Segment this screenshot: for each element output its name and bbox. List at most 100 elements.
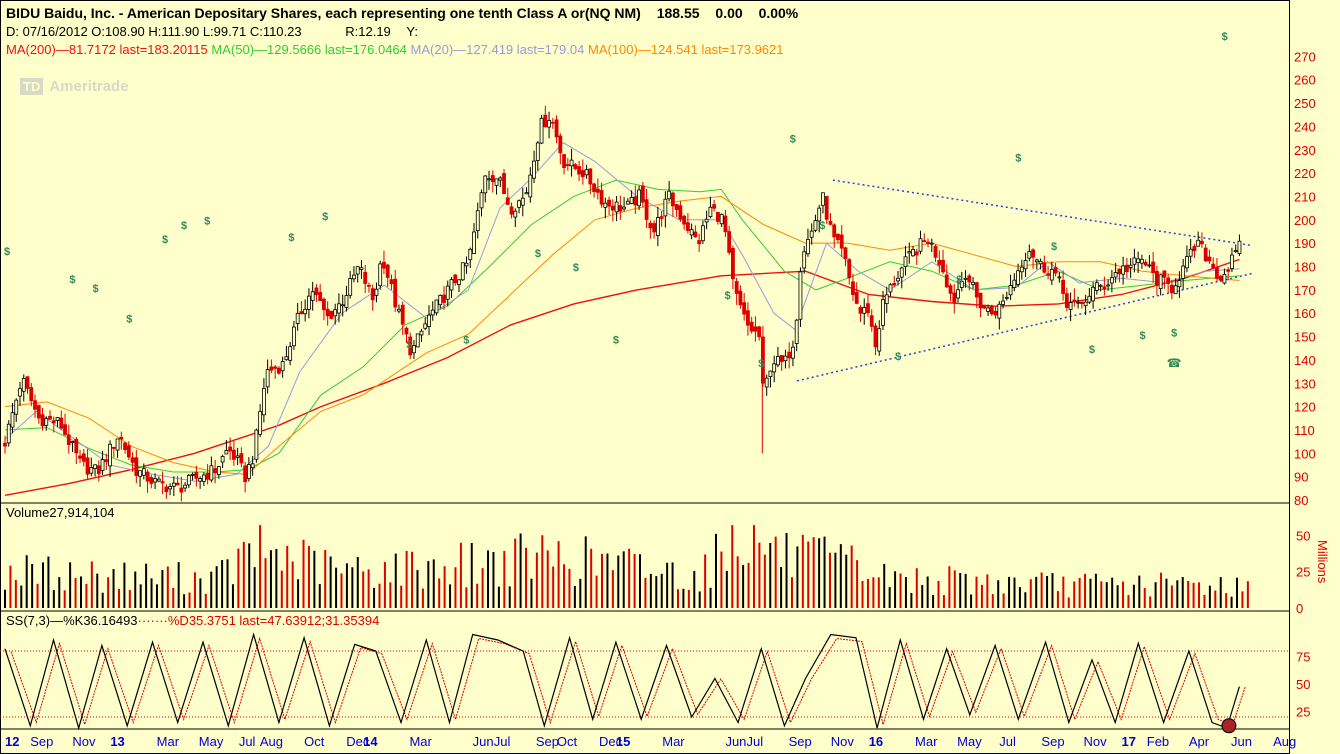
candle-body: [757, 326, 762, 338]
candle-body: [821, 192, 825, 206]
volume-tick-label: 25: [1296, 565, 1310, 580]
candle-body: [1230, 254, 1234, 269]
candle-body: [1031, 249, 1035, 258]
dividend-marker: $: [956, 274, 962, 286]
candle-body: [363, 271, 368, 284]
price-tick-label: 160: [1294, 306, 1316, 321]
candle-body: [44, 418, 49, 426]
candle-body: [479, 192, 484, 209]
candle-body: [1098, 284, 1103, 287]
trendline: [832, 179, 1253, 247]
candle-body: [153, 478, 157, 483]
candle-body: [1215, 267, 1219, 279]
price-tick-label: 200: [1294, 213, 1316, 228]
candle-body: [63, 424, 67, 435]
candle-body: [903, 256, 908, 268]
candle-body: [453, 274, 458, 284]
candle-body: [487, 178, 491, 181]
ma-legend: MA(200)—81.7172 last=183.20115 MA(50)—12…: [6, 42, 784, 57]
candle-body: [716, 211, 720, 222]
stochastic-tick-label: 75: [1296, 650, 1310, 665]
candle-body: [982, 305, 987, 309]
td-badge: TD: [20, 78, 44, 95]
candle-body: [899, 267, 904, 278]
candle-body: [494, 178, 499, 186]
candle-body: [723, 215, 728, 233]
dividend-marker: $: [322, 211, 328, 223]
candle-body: [509, 206, 514, 215]
trendline: [796, 272, 1253, 382]
price-tick-label: 190: [1294, 236, 1316, 251]
candle-body: [978, 292, 983, 309]
candle-body: [1076, 301, 1081, 304]
x-tick-label: Sep: [30, 734, 53, 749]
candle-body: [1173, 285, 1178, 295]
ma-line-ma100: [4, 195, 1240, 475]
candle-body: [599, 190, 604, 205]
candle-body: [971, 281, 975, 285]
ameritrade-logo: TD Ameritrade: [20, 78, 129, 95]
ohlc-line: D: 07/16/2012 O:108.90 H:111.90 L:99.71 …: [6, 24, 418, 39]
candle-body: [1102, 286, 1107, 290]
candle-body: [29, 387, 34, 402]
candle-body: [130, 457, 135, 463]
candle-body: [858, 306, 863, 314]
candle-body: [141, 468, 146, 476]
candle-body: [663, 198, 668, 217]
x-tick-label: May: [957, 734, 982, 749]
candle-body: [1117, 268, 1122, 275]
candle-body: [607, 199, 611, 207]
candle-body: [817, 207, 822, 222]
legend-ma100: MA(100): [587, 42, 638, 57]
candle-body: [772, 363, 777, 373]
x-tick-label: Jul: [747, 734, 764, 749]
candle-body: [1132, 257, 1137, 265]
candle-body: [1207, 256, 1212, 262]
candle-body: [881, 299, 885, 326]
candle-body: [359, 267, 364, 270]
dividend-marker: $: [724, 290, 730, 302]
x-tick-label: Mar: [662, 734, 685, 749]
candle-body: [156, 478, 161, 482]
dividend-marker: $: [1051, 241, 1057, 253]
candle-body: [1106, 284, 1111, 287]
candle-body: [550, 121, 555, 124]
candle-body: [562, 154, 566, 168]
candle-body: [355, 266, 360, 275]
candle-body: [993, 310, 998, 316]
candle-body: [138, 470, 142, 477]
candle-body: [547, 120, 551, 128]
x-tick-label: Nov: [831, 734, 855, 749]
price-tick-label: 260: [1294, 73, 1316, 88]
candle-body: [40, 414, 45, 427]
candle-body: [81, 453, 86, 462]
dividend-marker: $: [758, 358, 764, 370]
candle-body: [209, 465, 214, 481]
candle-body: [791, 346, 795, 359]
dividend-marker: $: [93, 283, 99, 295]
price-change: 0.00: [715, 5, 743, 21]
candle-body: [1170, 284, 1174, 294]
candle-body: [299, 311, 304, 315]
candle-body: [832, 224, 837, 238]
candle-body: [33, 400, 37, 410]
candle-body: [284, 356, 289, 361]
candle-body: [742, 302, 747, 315]
candle-body: [348, 278, 353, 296]
candle-body: [532, 160, 536, 179]
candle-body: [753, 326, 758, 332]
candle-body: [588, 168, 593, 185]
candle-body: [806, 239, 810, 255]
candle-body: [10, 412, 15, 428]
candle-body: [963, 277, 968, 280]
candle-body: [1233, 250, 1238, 252]
candle-body: [314, 287, 319, 296]
candle-body: [1218, 275, 1223, 281]
candle-body: [907, 251, 912, 254]
legend-ma20-value: 127.419 last=179.04: [466, 42, 585, 57]
legend-ma20: MA(20): [410, 42, 454, 57]
stochastic-tick-label: 25: [1296, 705, 1310, 720]
x-tick-label: Nov: [1084, 734, 1108, 749]
candle-body: [749, 321, 754, 332]
